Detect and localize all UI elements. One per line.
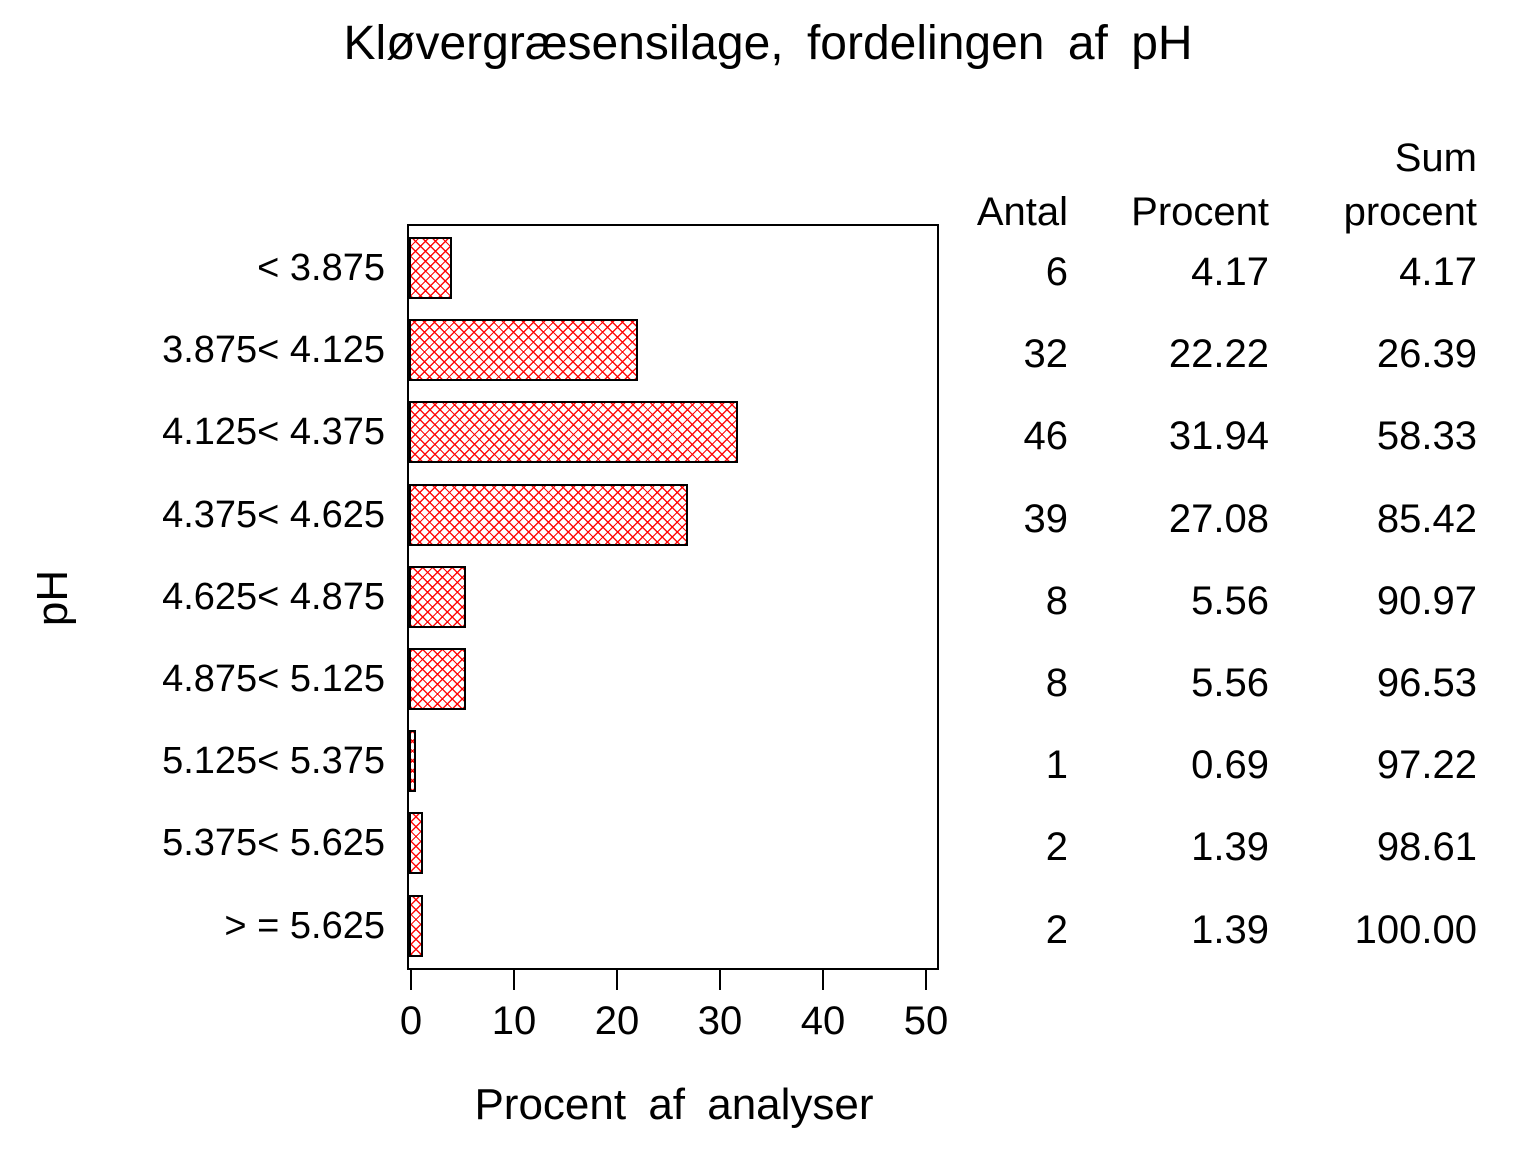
table-cell: 22.22 [1168,332,1269,377]
table-cell: 2 [1045,907,1068,952]
category-label: 4.875< 5.125 [162,658,385,700]
x-tick-label: 50 [903,999,949,1043]
table-cell: 4.17 [1191,250,1269,294]
table-cell: 100.00 [1354,907,1477,952]
x-tick-label: 40 [800,999,846,1043]
category-label: > = 5.625 [224,904,385,947]
table-cell: 98.61 [1376,825,1477,870]
category-label: 3.875< 4.125 [162,329,385,372]
category-label: < 3.875 [257,247,385,289]
x-tick [513,970,515,990]
plot-area [407,224,939,970]
table-cell: 4.17 [1399,250,1477,294]
table-cell: 27.08 [1168,496,1269,541]
table-cell: 97.22 [1376,743,1477,788]
x-tick-label: 10 [491,999,537,1043]
category-label: 4.125< 4.375 [162,411,385,454]
table-cell: 32 [1023,332,1069,377]
table-cell: 5.56 [1191,578,1269,623]
bar [409,237,452,299]
table-cell: 39 [1023,496,1069,541]
table-cell: 96.53 [1376,661,1477,705]
table-cell: 0.69 [1191,743,1269,788]
bar [409,565,467,628]
table-cell: 85.42 [1376,496,1477,541]
x-tick [719,970,721,990]
table-cell: 1.39 [1191,907,1269,952]
column-header-antal: Antal [976,190,1068,234]
table-cell: 6 [1045,250,1068,294]
bar [409,319,638,382]
table-cell: 8 [1045,578,1068,623]
category-label: 4.625< 4.875 [162,575,385,618]
bar [409,894,424,957]
category-label: 5.125< 5.375 [162,740,385,783]
table-cell: 2 [1045,825,1068,870]
x-tick [616,970,618,990]
table-cell: 58.33 [1376,414,1477,459]
table-cell: 5.56 [1191,661,1269,705]
table-cell: 8 [1045,661,1068,705]
category-label: 5.375< 5.625 [162,822,385,865]
bar [409,648,467,710]
x-tick [925,970,927,990]
column-header-procent: Procent [1131,190,1269,234]
category-label: 4.375< 4.625 [162,493,385,536]
bar [409,812,424,875]
column-header-sum-procent: procent [1343,190,1477,234]
x-tick [410,970,412,990]
x-axis-title: Procent af analyser [474,1080,874,1129]
x-tick-label: 30 [697,999,743,1043]
table-cell: 1 [1045,743,1068,788]
bar [409,401,738,464]
table-cell: 1.39 [1191,825,1269,870]
table-cell: 31.94 [1168,414,1269,459]
x-tick-label: 20 [594,999,640,1043]
bar [409,730,417,793]
table-cell: 90.97 [1376,578,1477,623]
table-cell: 46 [1023,414,1069,459]
x-tick-label: 0 [399,999,423,1043]
chart-title: Kløvergræsensilage, fordelingen af pH [343,17,1193,70]
x-tick [822,970,824,990]
table-cell: 26.39 [1376,332,1477,377]
bar [409,483,688,546]
column-header-sum-procent-line1: Sum [1394,136,1477,180]
